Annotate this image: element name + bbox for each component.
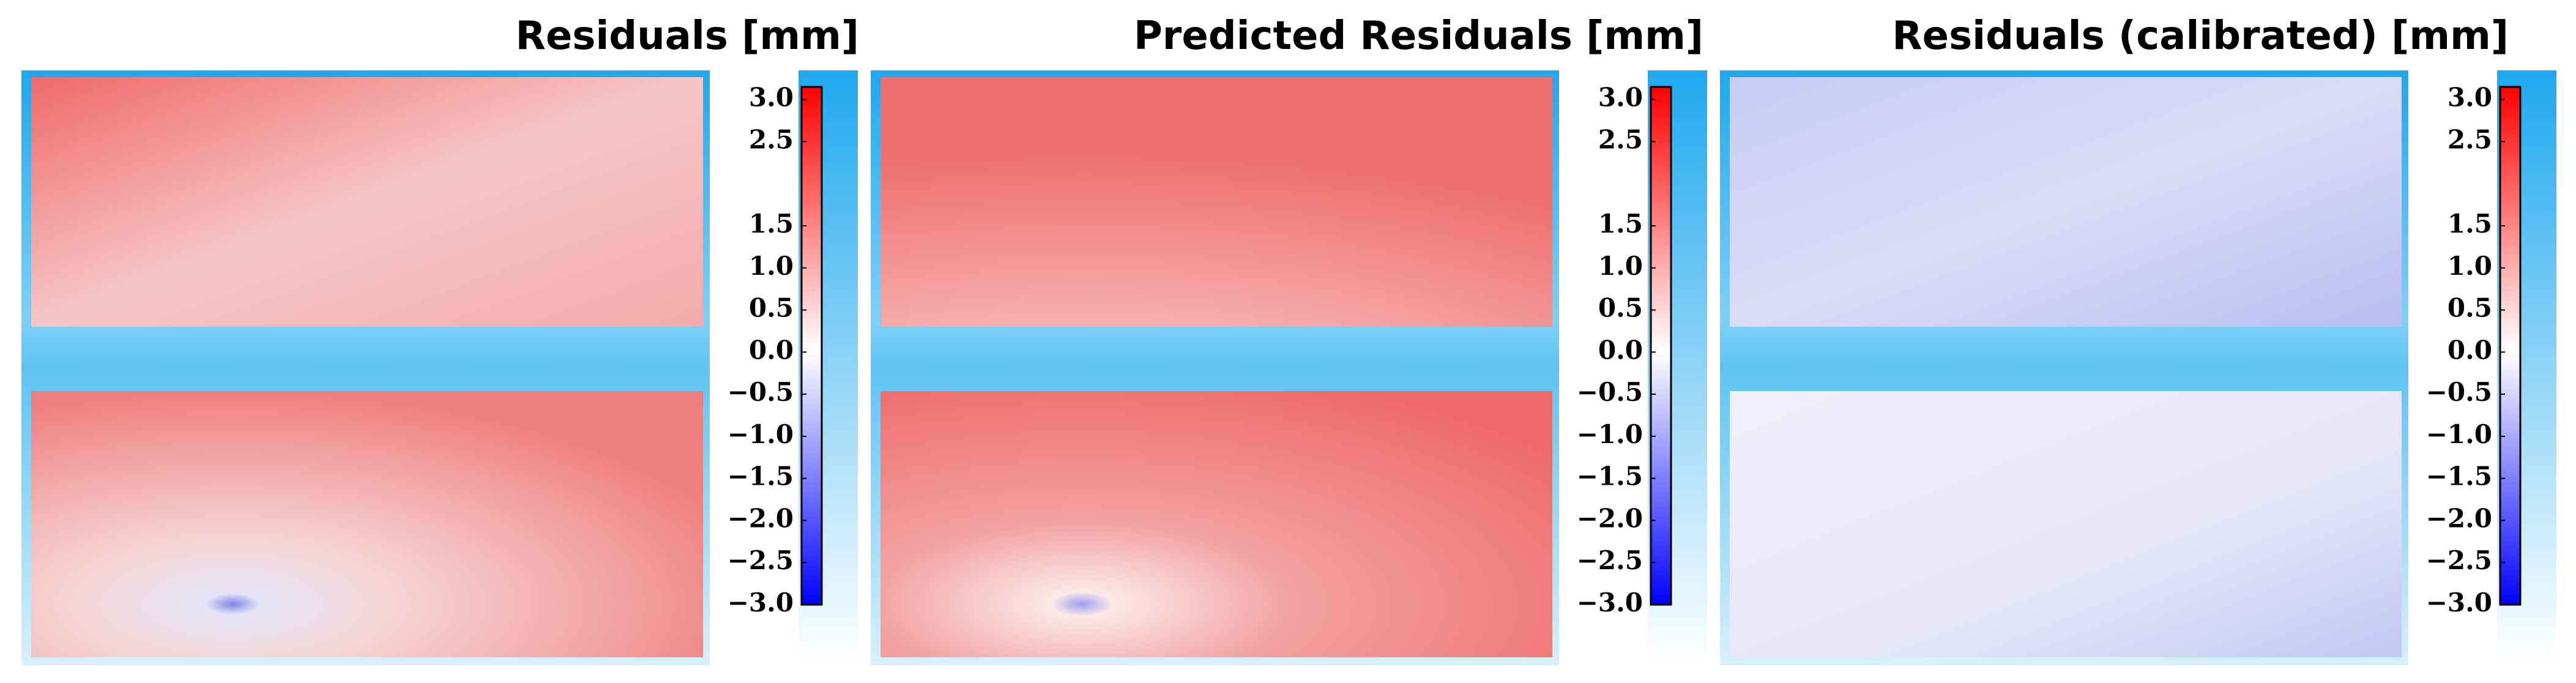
heatmap-top: [880, 77, 1552, 327]
heatmap-top: [31, 77, 703, 327]
panel: Residuals [mm] 3.0 2.5 1.5 1.0 0.5 0.0 −0.5 −1.0…: [21, 13, 859, 665]
colorbar-tick-label: 2.5: [1598, 124, 1643, 154]
colorbar-tick-label: −0.5: [2426, 377, 2492, 407]
panel-title: Residuals (calibrated) [mm]: [1892, 13, 2509, 59]
colorbar-tick-label: −3.0: [1577, 588, 1643, 618]
heatmap-bottom: [31, 391, 703, 657]
colorbar-tick-label: 0.0: [2448, 335, 2492, 365]
colorbar-tick-label: −1.5: [2426, 461, 2492, 491]
colorbar-tick-label: −3.0: [728, 588, 794, 618]
colorbar-tick-label: −1.0: [2426, 419, 2492, 449]
colorbar-tick-label: −1.0: [1577, 419, 1643, 449]
panel-title: Predicted Residuals [mm]: [1134, 13, 1703, 59]
colorbar-tick-label: 1.5: [1598, 209, 1643, 239]
colorbar-tick-label: −2.5: [728, 545, 794, 575]
colorbar-tick-label: −0.5: [1577, 377, 1643, 407]
colorbar-tick-label: 2.5: [749, 124, 794, 154]
heatmap-bottom: [880, 391, 1552, 657]
panel: Predicted Residuals [mm] 3.0 2.5 1.5 1.0 0.5 0…: [871, 13, 1707, 665]
colorbar-tick-label: 3.0: [749, 83, 794, 113]
panel-title: Residuals [mm]: [516, 13, 859, 59]
colorbar-tick-label: 3.0: [1598, 83, 1643, 113]
colorbar-tick-label: −2.0: [728, 503, 794, 533]
colorbar-tick-label: −3.0: [2426, 588, 2492, 618]
colorbar-tick-label: −1.5: [728, 461, 794, 491]
colorbar-tick-label: −1.0: [728, 419, 794, 449]
colorbar-tick-label: 0.0: [1598, 335, 1643, 365]
colorbar-tick-label: 0.5: [749, 293, 794, 323]
colorbar-tick-label: 0.0: [749, 335, 794, 365]
colorbar-tick-label: −0.5: [728, 377, 794, 407]
colorbar-tick-label: 1.0: [1598, 251, 1643, 281]
heatmap-bottom: [1730, 391, 2402, 657]
colorbar-tick-label: 0.5: [2448, 293, 2492, 323]
colorbar-tick-label: −1.5: [1577, 461, 1643, 491]
colorbar-tick-label: 1.5: [2448, 209, 2492, 239]
colorbar-tick-label: −2.5: [1577, 545, 1643, 575]
colorbar-tick-label: −2.0: [2426, 503, 2492, 533]
colorbar-tick-label: 1.5: [749, 209, 794, 239]
panel: Residuals (calibrated) [mm] 3.0 2.5 1.5 1.0 0…: [1720, 13, 2556, 665]
colorbar: [2499, 86, 2522, 606]
heatmap-top: [1730, 77, 2402, 327]
colorbar: [800, 86, 823, 606]
colorbar-tick-label: 3.0: [2448, 83, 2492, 113]
colorbar-tick-label: 2.5: [2448, 124, 2492, 154]
colorbar: [1650, 86, 1672, 606]
colorbar-tick-label: −2.0: [1577, 503, 1643, 533]
colorbar-tick-label: −2.5: [2426, 545, 2492, 575]
colorbar-tick-label: 1.0: [749, 251, 794, 281]
colorbar-tick-label: 1.0: [2448, 251, 2492, 281]
colorbar-tick-label: 0.5: [1598, 293, 1643, 323]
